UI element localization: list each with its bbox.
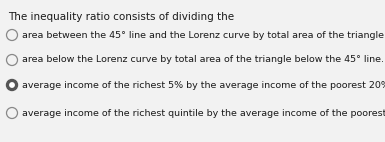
Text: average income of the richest 5% by the average income of the poorest 20%.: average income of the richest 5% by the …	[22, 81, 385, 89]
Circle shape	[10, 83, 14, 87]
Text: The inequality ratio consists of dividing the: The inequality ratio consists of dividin…	[8, 12, 234, 22]
Text: area below the Lorenz curve by total area of the triangle below the 45° line.: area below the Lorenz curve by total are…	[22, 56, 384, 64]
Text: area between the 45° line and the Lorenz curve by total area of the triangle bel: area between the 45° line and the Lorenz…	[22, 31, 385, 39]
Circle shape	[7, 80, 17, 90]
Text: average income of the richest quintile by the average income of the poorest: average income of the richest quintile b…	[22, 108, 385, 117]
